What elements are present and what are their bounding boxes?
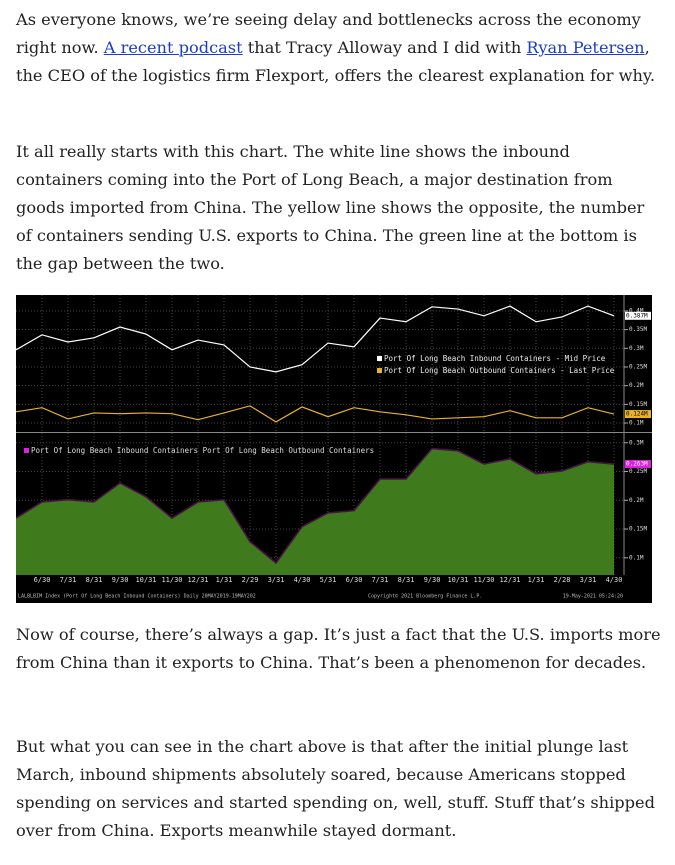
x-tick-label: 11/30 <box>473 576 494 584</box>
last-value-box <box>625 460 651 469</box>
y-tick-label: 0.15M <box>629 526 647 533</box>
y-tick-label: 0.35M <box>629 326 647 333</box>
y-tick-label: 0.2M <box>629 382 644 389</box>
last-value-label: 0.124M <box>626 411 648 418</box>
text: , the CEO of the logistics firm Flexport… <box>16 38 656 85</box>
y-tick-label: 0.3M <box>629 439 644 446</box>
line <box>16 405 615 423</box>
x-tick-label: 9/30 <box>424 576 441 584</box>
x-tick-label: 10/31 <box>447 576 468 584</box>
legend-swatch <box>377 356 382 361</box>
text: It all really starts with this chart. Th… <box>16 142 645 273</box>
paragraph: As everyone knows, we’re seeing delay an… <box>16 6 661 90</box>
x-tick-label: 4/30 <box>294 576 311 584</box>
x-tick-label: 8/31 <box>86 576 103 584</box>
y-tick-label: 0.1M <box>629 554 644 561</box>
legend-swatch <box>377 368 382 373</box>
x-tick-label: 6/30 <box>346 576 363 584</box>
text: As everyone knows, we’re seeing delay an… <box>16 10 641 57</box>
text: But what you can see in the chart above … <box>16 737 655 840</box>
x-tick-label: 7/31 <box>60 576 77 584</box>
x-tick-label: 12/31 <box>499 576 520 584</box>
x-tick-label: 11/30 <box>161 576 182 584</box>
area-edge <box>16 447 615 565</box>
last-value-box <box>625 311 651 320</box>
legend-label: Port Of Long Beach Inbound Containers Po… <box>31 446 374 455</box>
y-tick-label: 0.25M <box>629 363 647 370</box>
y-tick-label: 0.3M <box>629 345 644 352</box>
x-tick-label: 6/30 <box>34 576 51 584</box>
last-value-label: 0.263M <box>626 461 648 468</box>
footer: LALBLBIM Index (Port Of Long Beach Inbou… <box>18 594 256 600</box>
line <box>16 305 615 373</box>
paragraph: Now of course, there’s always a gap. It’… <box>16 621 661 677</box>
x-tick-label: 2/29 <box>242 576 259 584</box>
legend-label: Port Of Long Beach Outbound Containers -… <box>384 366 615 375</box>
y-tick-label: 0.2M <box>629 497 644 504</box>
area <box>16 448 614 575</box>
paragraph: It all really starts with this chart. Th… <box>16 138 661 278</box>
legend-label: Port Of Long Beach Inbound Containers - … <box>384 354 606 363</box>
x-tick-label: 1/31 <box>216 576 233 584</box>
x-tick-label: 3/31 <box>268 576 285 584</box>
x-tick-label: 1/31 <box>528 576 545 584</box>
y-tick-label: 0.25M <box>629 468 647 475</box>
text: Now of course, there’s always a gap. It’… <box>16 625 661 672</box>
paragraph: But what you can see in the chart above … <box>16 733 661 845</box>
y-tick-label: 0.4M <box>629 307 644 314</box>
legend-swatch <box>24 448 29 453</box>
text: that Tracy Alloway and I did with <box>242 38 527 57</box>
link[interactable]: Ryan Petersen <box>526 38 645 57</box>
x-tick-label: 9/30 <box>112 576 129 584</box>
x-tick-label: 3/31 <box>580 576 597 584</box>
x-tick-label: 12/31 <box>187 576 208 584</box>
x-tick-label: 8/31 <box>398 576 415 584</box>
y-tick-label: 0.15M <box>629 401 647 408</box>
last-value-box <box>625 410 651 419</box>
x-tick-label: 10/31 <box>135 576 156 584</box>
x-tick-label: 2/28 <box>554 576 571 584</box>
x-tick-label: 5/31 <box>320 576 337 584</box>
last-value-label: 0.387M <box>626 312 648 319</box>
x-tick-label: 7/31 <box>372 576 389 584</box>
x-tick-label: 4/30 <box>606 576 623 584</box>
footer: 19-May-2021 05:24:20 <box>563 594 623 600</box>
y-tick-label: 0.1M <box>629 420 644 427</box>
link[interactable]: A recent podcast <box>103 38 243 57</box>
chart-image: 6/30 7/31 8/31 9/30 10/31 11/30 12/31 1/31 2/29 3… <box>16 295 652 603</box>
footer: Copyright© 2021 Bloomberg Finance L.P. <box>368 594 482 600</box>
